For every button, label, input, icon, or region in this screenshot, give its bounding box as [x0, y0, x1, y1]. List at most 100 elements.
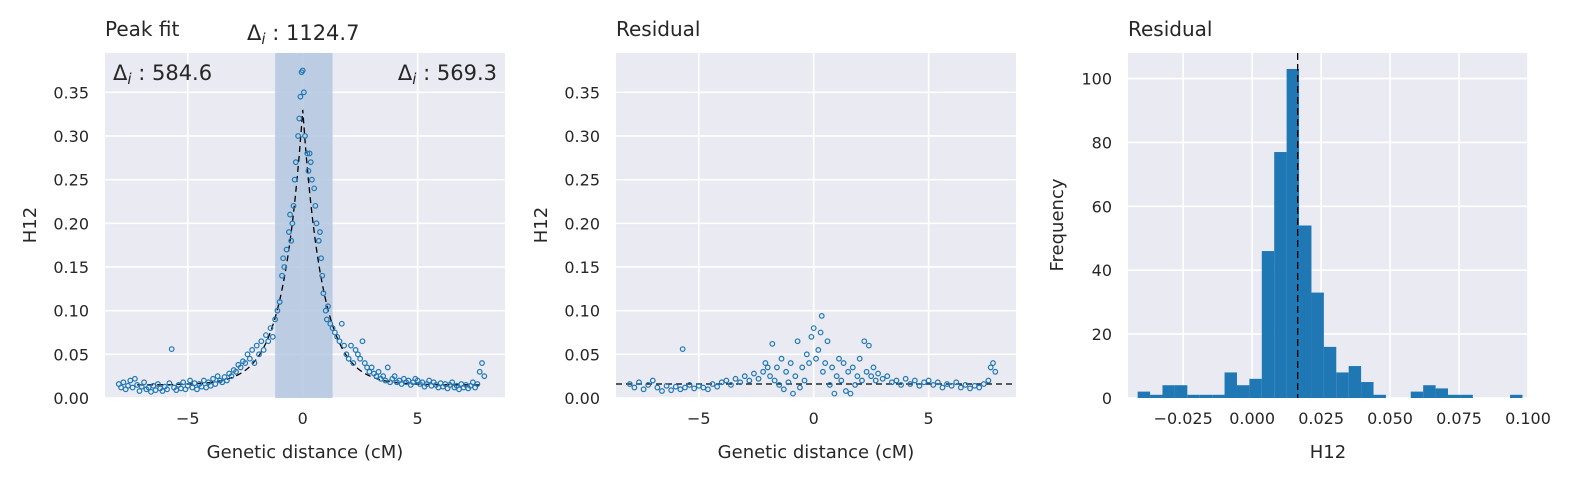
panel-1-data-point — [375, 368, 382, 375]
panel-2-data-point — [859, 377, 865, 384]
panel-1-data-point — [300, 89, 307, 96]
panel-2-data-point — [840, 360, 847, 366]
panel-2-data-point — [818, 312, 825, 319]
panel-1-data-point — [296, 115, 303, 122]
panel-1-data-point — [292, 159, 299, 166]
panel-2-data-point — [907, 381, 914, 387]
panel-2-data-point — [854, 373, 861, 380]
panel-2-data-point — [985, 377, 992, 384]
panel-2-xtick-label: 5 — [924, 409, 934, 428]
panel-1-ytick-label: 0.15 — [53, 258, 89, 277]
panel-2-data-point — [799, 364, 806, 371]
panel-2-data-point — [884, 373, 891, 380]
panel-1-data-point — [286, 229, 292, 235]
panel-1-data-point — [343, 351, 350, 358]
panel-2-data-point — [861, 338, 868, 345]
panel-1-data-point — [354, 351, 361, 358]
panel-1-data-point — [251, 360, 258, 366]
panel-2-data-point — [852, 381, 858, 388]
panel-2-data-point — [649, 377, 656, 384]
panel-1-data-point — [260, 347, 267, 353]
panel-2-ytick-label: 0.00 — [564, 389, 600, 408]
panel-2-data-point — [863, 368, 870, 375]
panel-2-data-point — [934, 379, 941, 386]
panel-1-xtick-label: 5 — [413, 409, 423, 428]
panel-2-ytick-label: 0.20 — [564, 214, 600, 233]
panel-2-data-point — [787, 360, 794, 366]
panel-1-data-point — [352, 347, 359, 353]
panel-1-data-point — [311, 185, 318, 192]
panel-2-data-point — [826, 381, 833, 388]
panel-2-data-point — [792, 373, 799, 380]
panel-3-ytick-label: 100 — [1081, 70, 1112, 89]
panel-1-data-point — [263, 332, 269, 339]
histogram-bar — [1224, 372, 1237, 398]
annotation-delta-left: Δi : 584.6 — [113, 61, 212, 88]
panel-2-data-point — [732, 375, 739, 382]
histogram-bar — [1348, 366, 1362, 398]
panel-2-data-point — [992, 368, 999, 375]
panel-3-xtick-label: 0.100 — [1505, 409, 1551, 428]
panel-2-data-point — [728, 381, 734, 388]
panel-2-data-point — [898, 381, 904, 388]
panel-2-data-point — [679, 346, 686, 352]
annotation-delta-right: Δi : 569.3 — [398, 61, 497, 88]
panel-1-data-point — [276, 299, 283, 305]
panel-2-data-point — [939, 384, 946, 391]
panel-2-data-point — [815, 347, 822, 353]
panel-1-data-point — [318, 255, 324, 262]
panel-1-data-point — [249, 347, 256, 353]
panel-1-data-point — [288, 237, 295, 244]
panel-1-data-point — [345, 355, 352, 362]
panel-2-data-point — [801, 377, 808, 384]
panel-1-data-point — [323, 316, 330, 323]
panel-2-title: Residual — [616, 17, 700, 41]
panel-1-ytick-label: 0.25 — [53, 171, 89, 190]
panel-2-data-point — [990, 360, 996, 366]
panel-2-data-point — [824, 338, 831, 345]
panel-2-data-point — [953, 379, 960, 386]
panel-2-xtick-label: 0 — [809, 409, 819, 428]
panel-2-data-point — [659, 388, 665, 394]
histogram-bar — [1460, 394, 1473, 398]
panel-1-ytick-label: 0.20 — [53, 214, 89, 233]
panel-3-ytick-label: 80 — [1092, 133, 1112, 152]
panel-2-data-point — [767, 373, 773, 380]
histogram-bar — [1137, 391, 1151, 398]
panel-2-data-point — [783, 368, 790, 375]
panel-1-data-point — [223, 377, 230, 384]
histogram-bar — [1249, 378, 1262, 398]
panel-1-data-point — [380, 373, 387, 380]
panel-2-data-point — [691, 385, 698, 392]
panel-2-data-point — [987, 364, 994, 371]
panel-2-data-point — [870, 364, 877, 371]
histogram-bar — [1373, 394, 1386, 398]
panel-3-ticks: −0.025 0.000 0.025 0.050 0.075 0.100 0 20 40 60 80… — [1081, 70, 1550, 428]
panel-3-xtick-label: −0.025 — [1154, 409, 1213, 428]
panel-2-data-point — [962, 381, 969, 388]
panel-2-data-point — [957, 384, 964, 391]
shaded-peak-span — [275, 53, 333, 398]
histogram-bar — [1236, 385, 1250, 398]
histogram-bar — [1336, 372, 1349, 398]
panel-1-ticks: −5 0 5 0.00 0.05 0.10 0.15 0.20 0.25 0.30 0.35 — [53, 83, 422, 428]
panel-1-data-point — [348, 342, 354, 349]
panel-1-ytick-label: 0.10 — [53, 302, 89, 321]
panel-2-data-point — [774, 364, 780, 371]
panel-2-ytick-label: 0.35 — [564, 83, 600, 102]
panel-2-data-point — [785, 379, 792, 386]
panel-2-data-point — [836, 355, 842, 362]
panel-1-data-point — [187, 377, 193, 384]
panel-1-data-point — [272, 316, 279, 323]
panel-1-data-point — [320, 290, 327, 297]
panel-2-data-point — [893, 377, 900, 384]
panel-2-data-point — [976, 384, 983, 391]
histogram-bar — [1410, 391, 1424, 398]
panel-2-data-point — [856, 355, 863, 362]
panel-2-data-point — [705, 386, 711, 393]
histogram-bar — [1174, 385, 1188, 398]
panel-3-xtick-label: 0.075 — [1436, 409, 1482, 428]
panel-2-data-point — [849, 364, 856, 371]
panel-1-data-point — [336, 338, 343, 345]
panel-1-data-point — [305, 168, 312, 174]
